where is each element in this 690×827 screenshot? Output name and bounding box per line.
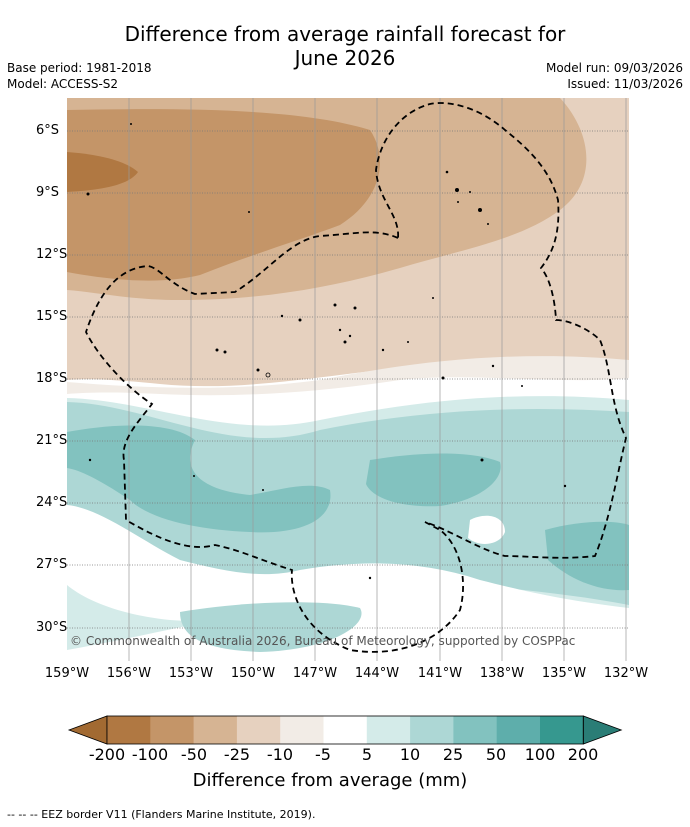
wet-south — [180, 602, 362, 652]
cb-label-1: -100 — [131, 745, 169, 764]
colorbar-segments — [67, 715, 623, 745]
lon-label-150w: 150°W — [230, 666, 276, 681]
colorbar-segment-1 — [107, 716, 151, 744]
colorbar-segment-7 — [366, 716, 411, 744]
chart-title: Difference from average rainfall forecas… — [0, 22, 690, 70]
band-dry-100 — [67, 152, 138, 192]
colorbar-extend-high — [582, 715, 623, 745]
lon-label-156w: 156°W — [106, 666, 152, 681]
colorbar-segment-9 — [453, 716, 498, 744]
lon-label-159w: 159°W — [44, 666, 90, 681]
lat-label-12s: 12°S — [36, 247, 68, 262]
lat-label-27s: 27°S — [36, 557, 68, 572]
meta-right: Model run: 09/03/2026 Issued: 11/03/2026 — [546, 60, 683, 92]
colorbar-segment-10 — [496, 716, 541, 744]
cb-label-8: 25 — [442, 745, 464, 764]
model-name: Model: ACCESS-S2 — [7, 77, 119, 91]
eez-border — [85, 102, 627, 653]
islands — [86, 123, 567, 580]
title-line-1: Difference from average rainfall forecas… — [124, 22, 566, 46]
rainfall-map — [67, 98, 629, 661]
cb-label-5: -5 — [315, 745, 331, 764]
cb-label-4: -10 — [266, 745, 294, 764]
lon-label-141w: 141°W — [417, 666, 463, 681]
band-dry-50 — [67, 109, 380, 281]
lon-label-153w: 153°W — [168, 666, 214, 681]
colorbar-extend-low — [67, 715, 108, 745]
gap-white-1 — [67, 505, 629, 640]
title-line-2: June 2026 — [294, 46, 396, 70]
colorbar-title: Difference from average (mm) — [192, 770, 468, 791]
band-wet-10 — [67, 402, 629, 605]
lat-label-6s: 6°S — [36, 123, 60, 138]
colorbar-segment-4 — [236, 716, 281, 744]
copyright-notice: © Commonwealth of Australia 2026, Bureau… — [70, 634, 576, 648]
lat-label-30s: 30°S — [36, 620, 68, 635]
lon-label-132w: 132°W — [603, 666, 649, 681]
map-fields — [67, 98, 629, 661]
model-run: Model run: 09/03/2026 — [545, 61, 683, 75]
meridians — [128, 98, 627, 661]
cb-label-9: 50 — [485, 745, 507, 764]
colorbar-segment-6 — [323, 716, 368, 744]
lon-label-147w: 147°W — [292, 666, 338, 681]
cb-label-3: -25 — [223, 745, 251, 764]
colorbar-border — [106, 715, 584, 745]
lat-label-21s: 21°S — [36, 433, 68, 448]
cb-label-11: 200 — [567, 745, 599, 764]
gap-white-2 — [468, 515, 505, 544]
colorbar-segment-11 — [540, 716, 584, 744]
cb-label-2: -50 — [180, 745, 208, 764]
colorbar-segment-8 — [410, 716, 454, 744]
cb-label-6: 5 — [361, 745, 373, 764]
cb-label-10: 100 — [524, 745, 556, 764]
lon-label-138w: 138°W — [479, 666, 525, 681]
cb-label-7: 10 — [399, 745, 421, 764]
gridlines — [67, 130, 629, 629]
band-wet-25-east — [366, 453, 501, 507]
band-neutral-light — [67, 356, 629, 396]
lat-label-9s: 9°S — [36, 185, 60, 200]
lon-label-144w: 144°W — [354, 666, 400, 681]
meta-left: Base period: 1981-2018 Model: ACCESS-S2 — [7, 60, 152, 92]
lat-label-18s: 18°S — [36, 371, 68, 386]
lat-label-24s: 24°S — [36, 495, 68, 510]
lon-label-135w: 135°W — [541, 666, 587, 681]
lat-label-15s: 15°S — [36, 309, 68, 324]
colorbar-segment-3 — [193, 716, 238, 744]
band-wet-25 — [67, 425, 331, 533]
colorbar-segment-5 — [280, 716, 324, 744]
eez-footnote: -- -- -- EEZ border V11 (Flanders Marine… — [7, 808, 316, 821]
base-period: Base period: 1981-2018 — [7, 61, 152, 75]
issued-date: Issued: 11/03/2026 — [567, 77, 683, 91]
colorbar-segment-2 — [150, 716, 195, 744]
cb-label-0: -200 — [88, 745, 126, 764]
